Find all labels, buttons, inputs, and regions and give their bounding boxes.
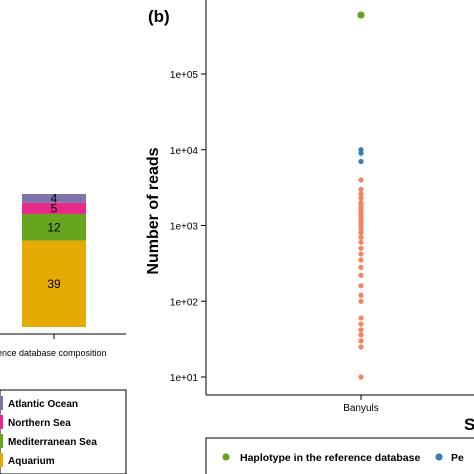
stacked-bar: 39 12 54 xyxy=(22,191,86,327)
point-s2-30 xyxy=(358,338,364,344)
bar-segment-0 xyxy=(22,240,86,327)
point-s2-2 xyxy=(358,191,364,197)
bar-data-label-2: 5 xyxy=(51,201,58,215)
right-legend-box xyxy=(205,437,474,474)
left-legend-label-2: Mediterranean Sea xyxy=(8,437,97,448)
left-legend-swatch-2 xyxy=(0,434,3,448)
left-legend-label-3: Aquarium xyxy=(8,456,55,467)
point-s2-23 xyxy=(358,283,364,289)
bar-data-label-0: 39 xyxy=(47,277,61,291)
right-legend-marker-1 xyxy=(435,453,443,461)
bar-segment-2 xyxy=(22,202,86,214)
panel-label: (b) xyxy=(148,7,170,26)
point-s2-16 xyxy=(358,234,364,240)
bar-data-label-1: 12 xyxy=(47,220,61,234)
point-s0-0 xyxy=(357,11,365,19)
point-s2-20 xyxy=(358,257,364,263)
y-tick-label-1: 1e+02 xyxy=(170,297,199,308)
bar-data-label-3: 4 xyxy=(51,191,58,205)
point-s2-1 xyxy=(358,186,364,192)
right-legend-label-0: Haplotype in the reference database xyxy=(240,452,420,464)
right-legend-marker-0 xyxy=(222,453,230,461)
left-panel: 39 12 54 rence database composition Atlant… xyxy=(0,191,127,474)
left-legend-swatch-3 xyxy=(0,453,3,467)
scatter-points xyxy=(357,11,365,380)
point-s2-26 xyxy=(358,315,364,321)
point-s2-18 xyxy=(358,245,364,251)
point-s2-15 xyxy=(358,230,364,236)
left-legend-swatch-1 xyxy=(0,415,3,429)
point-s1-1 xyxy=(358,150,364,156)
left-legend-label-0: Atlantic Ocean xyxy=(8,399,78,410)
left-legend-swatch-0 xyxy=(0,396,3,410)
x-axis-label-fragment: S xyxy=(464,415,474,434)
point-s2-21 xyxy=(358,264,364,270)
point-s2-0 xyxy=(358,177,364,183)
left-legend-label-1: Northern Sea xyxy=(8,418,71,429)
point-s1-2 xyxy=(358,158,364,165)
point-s2-31 xyxy=(358,344,364,350)
left-legend-box xyxy=(0,389,127,474)
point-s2-3 xyxy=(358,195,364,201)
point-s2-22 xyxy=(358,272,364,278)
point-s2-24 xyxy=(358,292,364,298)
point-s2-17 xyxy=(358,239,364,245)
y-ticks: 1e+01 1e+02 1e+03 1e+04 1e+05 xyxy=(170,70,206,384)
right-legend: Haplotype in the reference database Pe xyxy=(205,437,474,474)
left-x-axis-label: rence database composition xyxy=(0,348,107,358)
y-tick-label-2: 1e+03 xyxy=(170,222,199,233)
y-tick-label-4: 1e+05 xyxy=(170,70,199,81)
y-axis-label: Number of reads xyxy=(145,147,162,274)
left-legend: Atlantic Ocean Northern Sea Mediterranean … xyxy=(0,389,127,474)
point-s2-29 xyxy=(358,332,364,338)
y-tick-label-3: 1e+04 xyxy=(170,146,199,157)
point-s2-14 xyxy=(358,226,364,232)
right-panel: (b) Number of reads 1e+01 1e+02 1e+03 1e+04… xyxy=(145,0,474,474)
x-ticks: Banyuls xyxy=(343,395,379,414)
bar-segment-3 xyxy=(22,194,86,203)
right-legend-label-1: Pe xyxy=(451,452,464,464)
bar-segment-1 xyxy=(22,213,86,241)
x-tick-label-0: Banyuls xyxy=(343,403,379,414)
point-s2-32 xyxy=(358,374,364,380)
point-s2-25 xyxy=(358,298,364,304)
point-s2-28 xyxy=(358,327,364,333)
point-s2-19 xyxy=(358,251,364,257)
point-s2-27 xyxy=(358,321,364,327)
y-tick-label-0: 1e+01 xyxy=(170,373,199,384)
